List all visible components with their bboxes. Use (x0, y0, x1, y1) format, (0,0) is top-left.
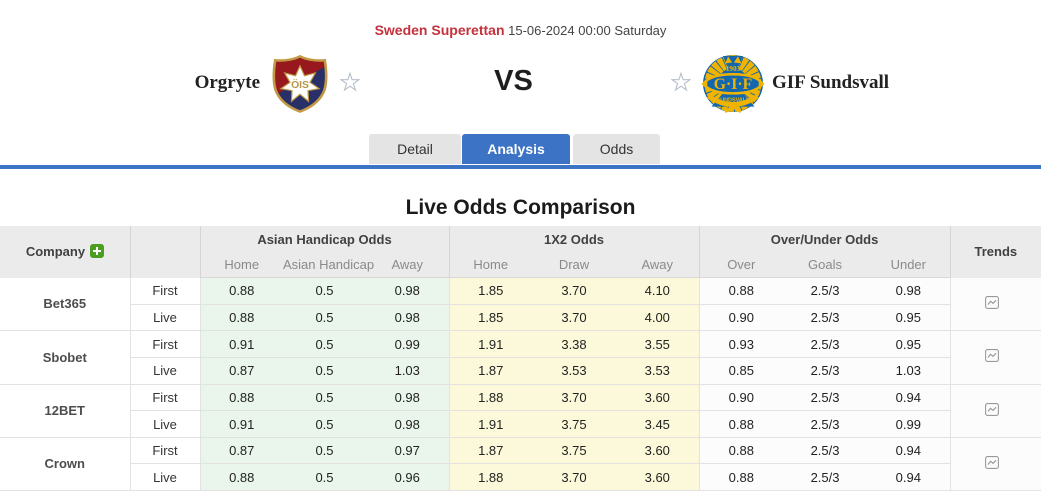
svg-text:ÖIS: ÖIS (291, 78, 309, 91)
svg-text:1903: 1903 (726, 65, 741, 73)
svg-text:G·I·F: G·I·F (714, 76, 752, 93)
svg-text:SUNDSVALL: SUNDSVALL (717, 97, 751, 103)
